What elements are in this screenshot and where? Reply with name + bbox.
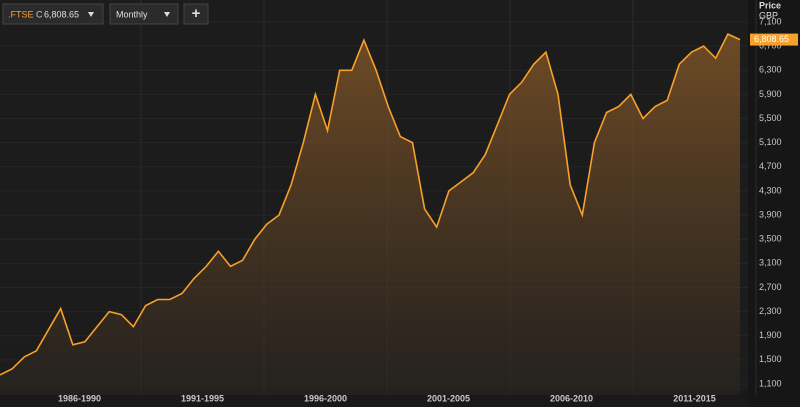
y-tick-label: 1,500 [759,354,782,364]
x-tick-label: 2011-2015 [673,393,716,403]
y-tick-label: 2,700 [759,282,782,292]
x-tick-label: 1986-1990 [58,393,101,403]
y-tick-label: 5,100 [759,137,782,147]
close-prefix: C [36,9,43,19]
symbol: .FTSE [8,9,34,19]
interval: Monthly [116,9,148,19]
y-tick-label: 7,100 [759,16,782,26]
plot [0,33,741,395]
y-tick-label: 3,500 [759,234,782,244]
y-tick-label: 3,100 [759,258,782,268]
y-tick-label: 4,700 [759,161,782,171]
x-tick-label: 1996-2000 [304,393,347,403]
last-price-tag [750,33,798,46]
y-tick-label: 1,100 [759,378,782,388]
x-tick-label: 2001-2005 [427,393,470,403]
y-axis-panel [748,0,800,407]
y-tick-label: 1,900 [759,330,782,340]
add-button[interactable] [183,3,209,25]
x-tick-label: 2006-2010 [550,393,593,403]
y-tick-label: 5,900 [759,89,782,99]
y-tick-label: 4,300 [759,185,782,195]
toolbar: .FTSE C 6,808.65 Monthly + [2,3,209,25]
axis-unit: GBP [759,10,778,20]
dropdown-arrow [164,12,170,17]
price-line [0,33,741,376]
symbol-box[interactable] [2,3,104,25]
last-price-label: 6,808.65 [754,34,789,44]
dropdown-arrow [88,12,94,17]
y-tick-label: 5,500 [759,113,782,123]
x-tick-label: 1991-1995 [181,393,224,403]
y-tick-label: 6,300 [759,65,782,75]
price: 6,808.65 [44,9,79,19]
y-tick-label: 3,900 [759,209,782,219]
add-icon: + [192,5,201,22]
area [0,34,740,395]
axis-title: Price [759,0,781,10]
interval-box[interactable] [109,3,179,25]
y-tick-label: 2,300 [759,306,782,316]
